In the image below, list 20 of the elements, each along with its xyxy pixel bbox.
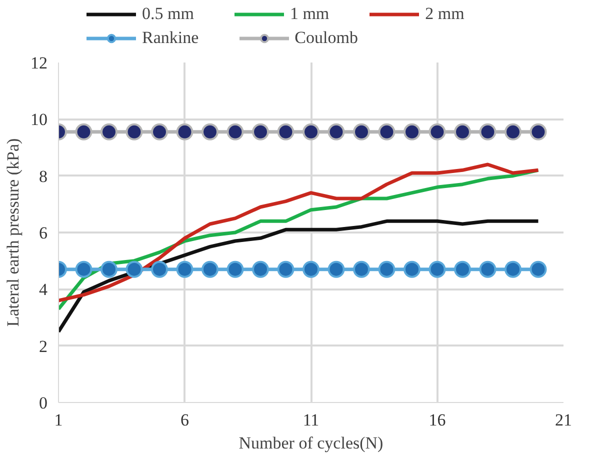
y-axis-title: Lateral earth pressure (kPa) [4,138,22,327]
y-tick-label: 0 [39,394,48,412]
y-tick-label: 8 [39,166,48,186]
legend-label: 0.5 mm [142,4,194,24]
y-tick-label: 4 [39,280,48,300]
legend-label: 1 mm [290,4,330,24]
x-axis-title: Number of cycles(N) [238,434,384,452]
legend-label: Rankine [142,28,199,48]
x-tick-label: 1 [54,410,63,430]
y-tick-label: 2 [39,336,48,356]
x-tick-label: 21 [555,410,572,430]
legend-label: Coulomb [294,28,358,48]
x-tick-label: 16 [428,410,446,430]
y-tick-label: 10 [30,110,48,130]
y-tick-label: 6 [39,224,48,242]
legend-label: 2 mm [425,4,464,24]
y-tick-label: 12 [30,54,48,72]
x-tick-label: 11 [302,410,320,430]
line-series [58,219,540,334]
x-tick-label: 6 [180,410,189,430]
